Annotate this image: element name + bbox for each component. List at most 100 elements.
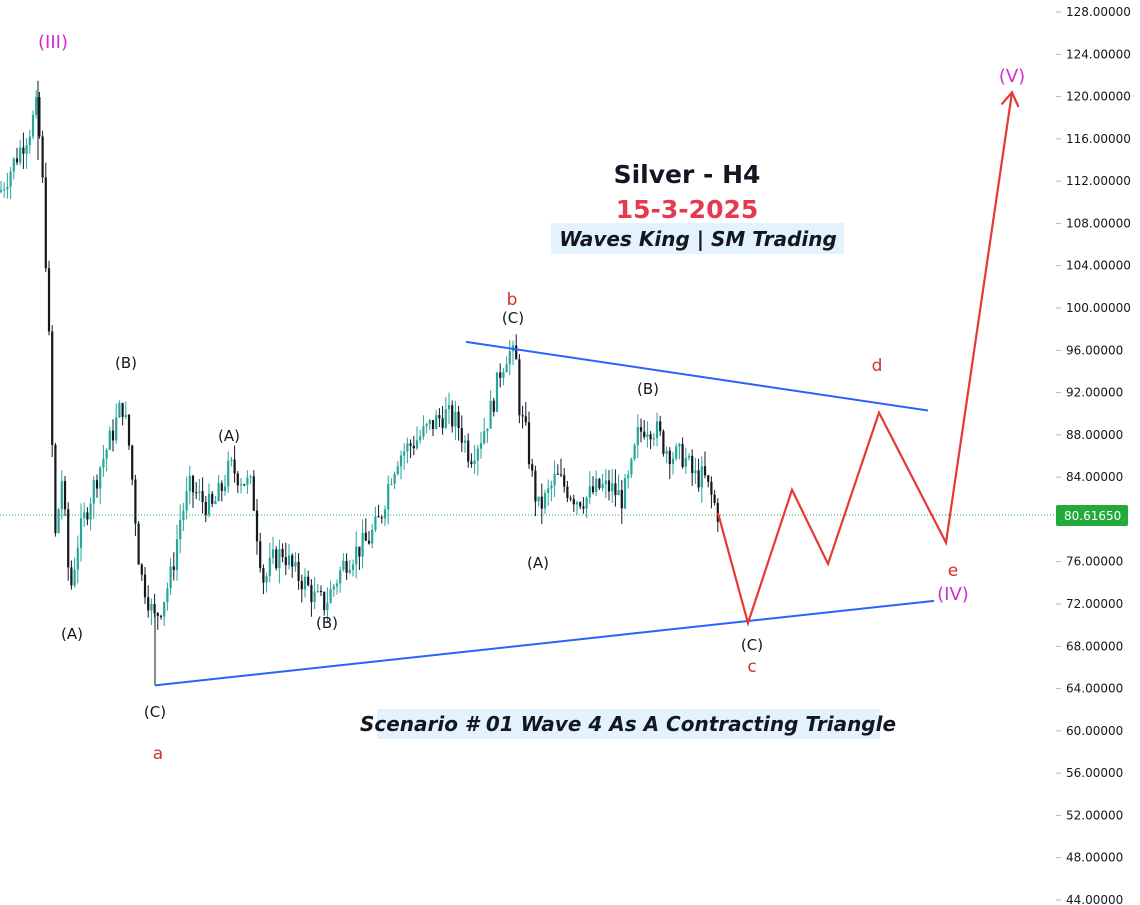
candle-body [383, 509, 387, 519]
candle-body [639, 427, 643, 432]
candle-body [524, 416, 527, 423]
candle-body [150, 603, 153, 611]
candle-body [284, 557, 287, 566]
candle-body [486, 428, 489, 432]
brand-label: Waves King | SM Trading [559, 227, 837, 251]
candle-body [502, 372, 505, 378]
candle-body [390, 483, 393, 485]
candle-body [255, 510, 259, 542]
wave-label-black: (A) [218, 427, 240, 445]
candle-body [655, 421, 659, 439]
candle-body [51, 331, 54, 445]
candle-body [438, 415, 441, 419]
y-tick-label: 120.00000 [1066, 90, 1131, 104]
candle-body [214, 500, 217, 504]
candle-body [607, 480, 611, 492]
y-tick-label: 84.00000 [1066, 470, 1123, 484]
candle-body [92, 480, 95, 504]
candle-body [246, 477, 249, 486]
candle-body [614, 483, 617, 496]
candle-body [371, 529, 374, 544]
candle-body [499, 372, 502, 378]
candle-body [563, 475, 566, 487]
candle-body [307, 576, 310, 586]
candle-body [294, 561, 297, 567]
candle-body [265, 576, 268, 583]
candle-body [236, 473, 239, 486]
candle-body [431, 420, 435, 429]
candle-body [687, 455, 691, 458]
candle-body [361, 532, 364, 557]
candle-body [217, 483, 220, 501]
candle-body [262, 568, 265, 583]
candle-body [172, 566, 175, 571]
candle-body [671, 458, 675, 465]
candle-body [703, 466, 707, 476]
candle-body [710, 481, 713, 495]
candle-body [159, 615, 163, 617]
candle-body [579, 502, 582, 507]
candle-body [127, 414, 131, 446]
candle-body [713, 494, 716, 503]
candle-body [332, 586, 335, 590]
candle-body [387, 483, 390, 510]
candle-body [108, 430, 111, 450]
candle-body [601, 484, 604, 489]
candle-body [451, 405, 454, 427]
candle-body [399, 455, 403, 467]
candle-body [83, 512, 86, 519]
candle-body [230, 459, 233, 461]
candle-body [617, 490, 620, 496]
current-price-tag [1056, 505, 1128, 526]
candle-body [351, 564, 355, 570]
candle-body [175, 539, 179, 571]
candle-body [38, 97, 41, 137]
candle-body [179, 519, 182, 540]
y-tick-label: 64.00000 [1066, 682, 1123, 696]
candle-body [191, 475, 195, 493]
scenario-label: Scenario # 01 Wave 4 As A Contracting Tr… [360, 712, 896, 736]
y-tick-label: 76.00000 [1066, 555, 1123, 569]
candle-body [348, 569, 351, 573]
candle-body [412, 445, 415, 449]
candle-body [550, 485, 553, 489]
y-tick-label: 52.00000 [1066, 808, 1123, 822]
candle-body [473, 460, 476, 464]
y-tick-label: 108.00000 [1066, 216, 1131, 230]
y-tick-label: 96.00000 [1066, 343, 1123, 357]
wave-label-black: (C) [144, 703, 166, 721]
candle-body [3, 189, 6, 191]
candle-body [259, 541, 262, 569]
candle-body [79, 518, 83, 548]
y-tick-label: 104.00000 [1066, 259, 1131, 273]
candle-body [521, 415, 524, 417]
candle-body [131, 445, 134, 480]
candle-body [553, 473, 556, 486]
candle-body [185, 491, 188, 511]
wave-label-black: (C) [741, 636, 763, 654]
candle-body [447, 405, 451, 410]
candle-body [345, 561, 348, 573]
candle-body [457, 411, 460, 429]
candle-body [31, 114, 35, 137]
candle-body [316, 590, 319, 592]
candle-body [422, 426, 425, 437]
chart-title: Silver - H4 [614, 160, 761, 189]
candle-body [367, 540, 371, 544]
candle-body [419, 436, 422, 441]
candle-body [233, 459, 236, 474]
wave-label-magenta: (V) [999, 66, 1025, 87]
candle-body [156, 613, 159, 616]
candle-body [652, 438, 655, 440]
candle-body [102, 458, 105, 468]
candle-body [227, 460, 230, 487]
candle-body [342, 561, 345, 571]
wave-label-red: a [153, 744, 163, 764]
y-tick-label: 100.00000 [1066, 301, 1131, 315]
y-tick-label: 48.00000 [1066, 851, 1123, 865]
candle-body [454, 411, 457, 427]
candle-body [239, 484, 243, 486]
wave-label-black: (A) [61, 625, 83, 643]
candle-body [479, 443, 483, 449]
